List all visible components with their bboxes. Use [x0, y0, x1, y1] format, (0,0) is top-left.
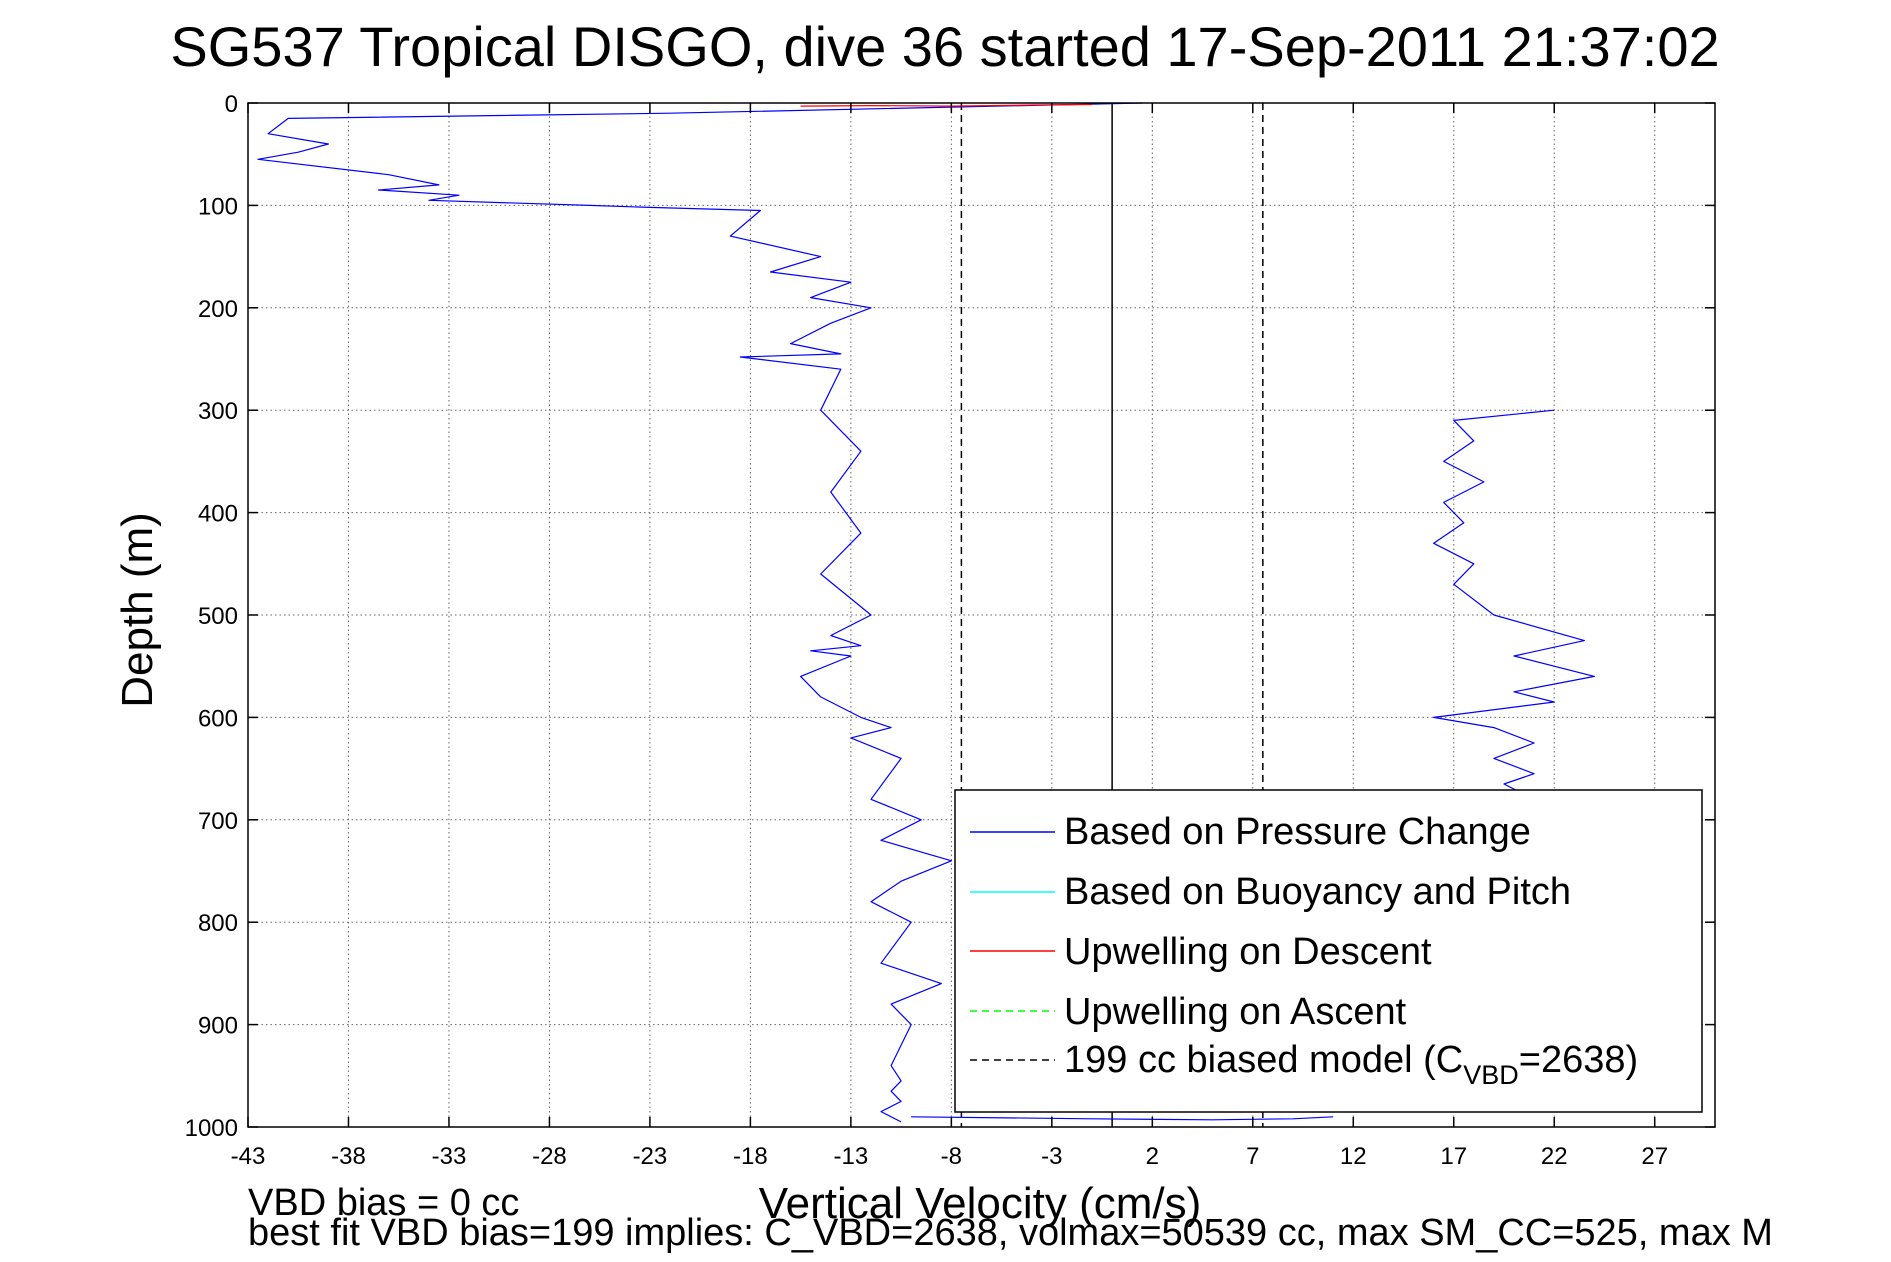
- x-tick-label: -43: [231, 1143, 266, 1170]
- y-tick-label: 300: [198, 398, 238, 425]
- y-tick-label: 900: [198, 1013, 238, 1040]
- x-tick-label: -28: [532, 1143, 567, 1170]
- y-axis-ticks: 0 100 200 300 400 500 600 700 800 900 1000: [185, 91, 1715, 1142]
- series-line: [800, 103, 1093, 107]
- chart-title: SG537 Tropical DISGO, dive 36 started 17…: [170, 15, 1719, 78]
- x-tick-label: -13: [834, 1143, 869, 1170]
- series-line: [257, 102, 1143, 1123]
- legend-label-model-tail: =2638): [1519, 1039, 1638, 1081]
- x-tick-label: -23: [633, 1143, 668, 1170]
- y-tick-label: 500: [198, 603, 238, 630]
- x-tick-label: 22: [1541, 1143, 1568, 1170]
- x-tick-label: 17: [1440, 1143, 1467, 1170]
- legend-label-model-main: 199 cc biased model (C: [1064, 1039, 1463, 1081]
- legend-label-buoyancy: Based on Buoyancy and Pitch: [1064, 871, 1571, 913]
- legend-label-model-subscript: VBD: [1463, 1060, 1519, 1090]
- y-axis-label: Depth (m): [113, 512, 162, 708]
- x-tick-label: -3: [1041, 1143, 1062, 1170]
- legend-label-ascent: Upwelling on Ascent: [1064, 991, 1407, 1033]
- best-fit-note: best fit VBD bias=199 implies: C_VBD=263…: [248, 1212, 1773, 1254]
- x-axis-ticks: -43 -38 -33 -28 -23 -18 -13 -8 -3 2 7 12 17 22 27: [231, 103, 1668, 1170]
- y-tick-label: 200: [198, 296, 238, 323]
- x-tick-label: 12: [1340, 1143, 1367, 1170]
- y-tick-label: 700: [198, 808, 238, 835]
- legend-label-descent: Upwelling on Descent: [1064, 931, 1432, 973]
- y-tick-label: 800: [198, 910, 238, 937]
- vbd-bias-note: VBD bias = 0 cc: [248, 1182, 520, 1224]
- series-line: [1433, 409, 1596, 800]
- x-tick-label: -8: [941, 1143, 962, 1170]
- y-tick-label: 1000: [185, 1115, 238, 1142]
- x-tick-label: -18: [733, 1143, 768, 1170]
- series-line: [911, 1116, 1334, 1121]
- y-tick-label: 400: [198, 501, 238, 528]
- y-tick-label: 0: [225, 91, 238, 118]
- x-tick-label: -38: [331, 1143, 366, 1170]
- x-tick-label: 27: [1641, 1143, 1668, 1170]
- legend-label-model: 199 cc biased model (CVBD=2638): [1064, 1039, 1638, 1090]
- x-tick-label: -33: [432, 1143, 467, 1170]
- x-tick-label: 2: [1146, 1143, 1159, 1170]
- legend-label-pressure: Based on Pressure Change: [1064, 811, 1531, 853]
- x-tick-label: 7: [1246, 1143, 1259, 1170]
- y-tick-label: 600: [198, 705, 238, 732]
- y-tick-label: 100: [198, 193, 238, 220]
- legend: Based on Pressure Change Based on Buoyan…: [954, 789, 1703, 1113]
- legend-box: [954, 789, 1703, 1113]
- x-axis-label: Vertical Velocity (cm/s): [759, 1179, 1202, 1228]
